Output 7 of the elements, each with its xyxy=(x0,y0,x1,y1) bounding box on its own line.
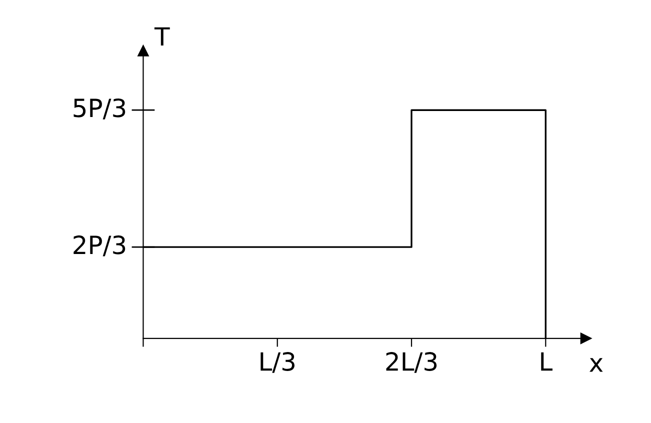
x-axis-title: x xyxy=(590,358,603,372)
text: 2P/3 xyxy=(74,235,126,256)
x-tick-label: 2L/3 xyxy=(386,352,437,373)
x-tick-label: L/3 xyxy=(260,352,294,373)
text: 5P/3 xyxy=(74,98,126,120)
x-tick-label: L xyxy=(541,352,552,371)
y-axis-title: T xyxy=(154,27,170,46)
